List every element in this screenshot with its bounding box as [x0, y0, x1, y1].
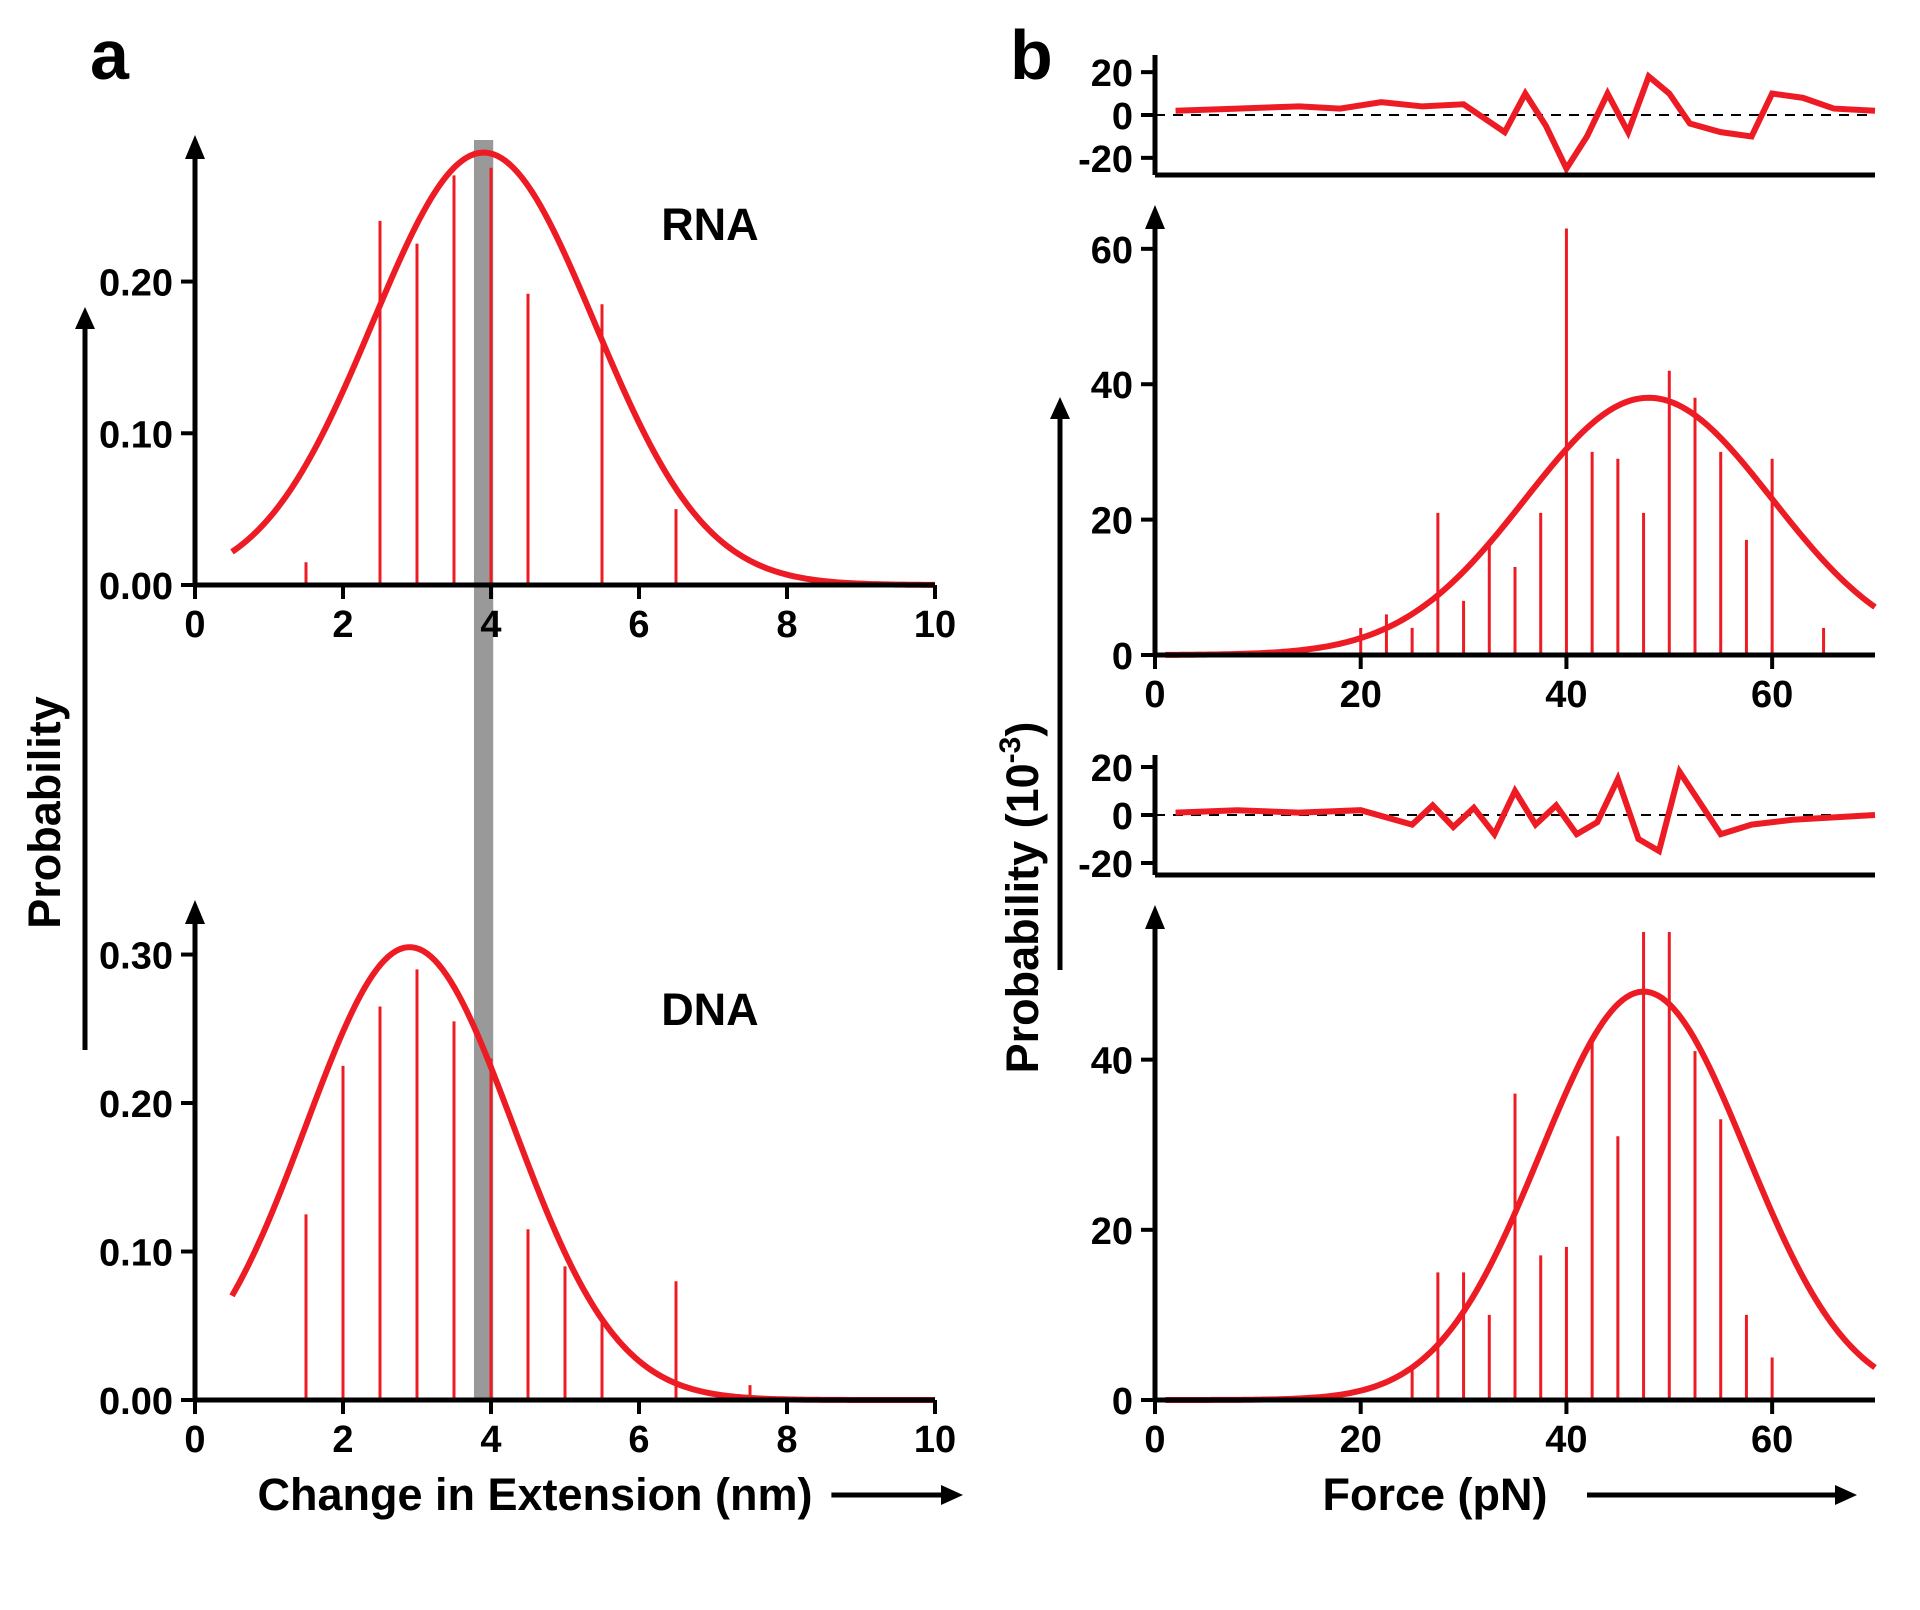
svg-text:-20: -20: [1078, 844, 1133, 886]
svg-text:Force (pN): Force (pN): [1323, 1469, 1548, 1520]
svg-text:2: 2: [332, 604, 353, 646]
svg-text:0.10: 0.10: [99, 414, 173, 456]
svg-text:6: 6: [628, 604, 649, 646]
svg-text:60: 60: [1751, 674, 1793, 716]
svg-text:DNA: DNA: [661, 984, 759, 1035]
svg-text:4: 4: [480, 1419, 501, 1461]
svg-text:0: 0: [1112, 796, 1133, 838]
svg-text:0: 0: [1112, 1381, 1133, 1423]
svg-text:40: 40: [1091, 365, 1133, 407]
svg-text:8: 8: [776, 1419, 797, 1461]
svg-text:20: 20: [1091, 1211, 1133, 1253]
svg-text:0: 0: [184, 1419, 205, 1461]
svg-text:0.20: 0.20: [99, 1084, 173, 1126]
svg-text:0: 0: [184, 604, 205, 646]
svg-text:20: 20: [1091, 748, 1133, 790]
svg-text:60: 60: [1751, 1419, 1793, 1461]
svg-text:10: 10: [914, 1419, 956, 1461]
svg-text:40: 40: [1545, 674, 1587, 716]
svg-text:40: 40: [1091, 1041, 1133, 1083]
charts-svg: 0 2 4 6 8 10 0.00 0.10 0.20 RNA 0 2 4 6 8 10 0.00 0.10 0.2…: [0, 0, 1920, 1610]
svg-text:2: 2: [332, 1419, 353, 1461]
figure-root: a b 02468100.000.100.20RNA02468100.000.1…: [0, 0, 1920, 1610]
svg-text:60: 60: [1091, 230, 1133, 272]
svg-text:0.20: 0.20: [99, 263, 173, 305]
svg-text:20: 20: [1340, 674, 1382, 716]
svg-text:6: 6: [628, 1419, 649, 1461]
svg-text:20: 20: [1340, 1419, 1382, 1461]
svg-text:0.00: 0.00: [99, 1381, 173, 1423]
svg-text:0: 0: [1112, 636, 1133, 678]
svg-text:Change in Extension (nm): Change in Extension (nm): [257, 1469, 812, 1520]
svg-text:20: 20: [1091, 53, 1133, 95]
svg-text:0.30: 0.30: [99, 936, 173, 978]
svg-text:20: 20: [1091, 501, 1133, 543]
svg-text:4: 4: [480, 604, 501, 646]
svg-text:0: 0: [1112, 96, 1133, 138]
svg-text:40: 40: [1545, 1419, 1587, 1461]
svg-text:0.00: 0.00: [99, 566, 173, 608]
svg-text:-20: -20: [1078, 139, 1133, 181]
svg-text:10: 10: [914, 604, 956, 646]
svg-text:Probability (10-3): Probability (10-3): [994, 722, 1048, 1074]
svg-text:0: 0: [1144, 674, 1165, 716]
svg-text:0: 0: [1144, 1419, 1165, 1461]
svg-text:Probability: Probability: [19, 696, 70, 929]
svg-text:8: 8: [776, 604, 797, 646]
svg-text:RNA: RNA: [661, 199, 759, 250]
svg-text:0.10: 0.10: [99, 1233, 173, 1275]
